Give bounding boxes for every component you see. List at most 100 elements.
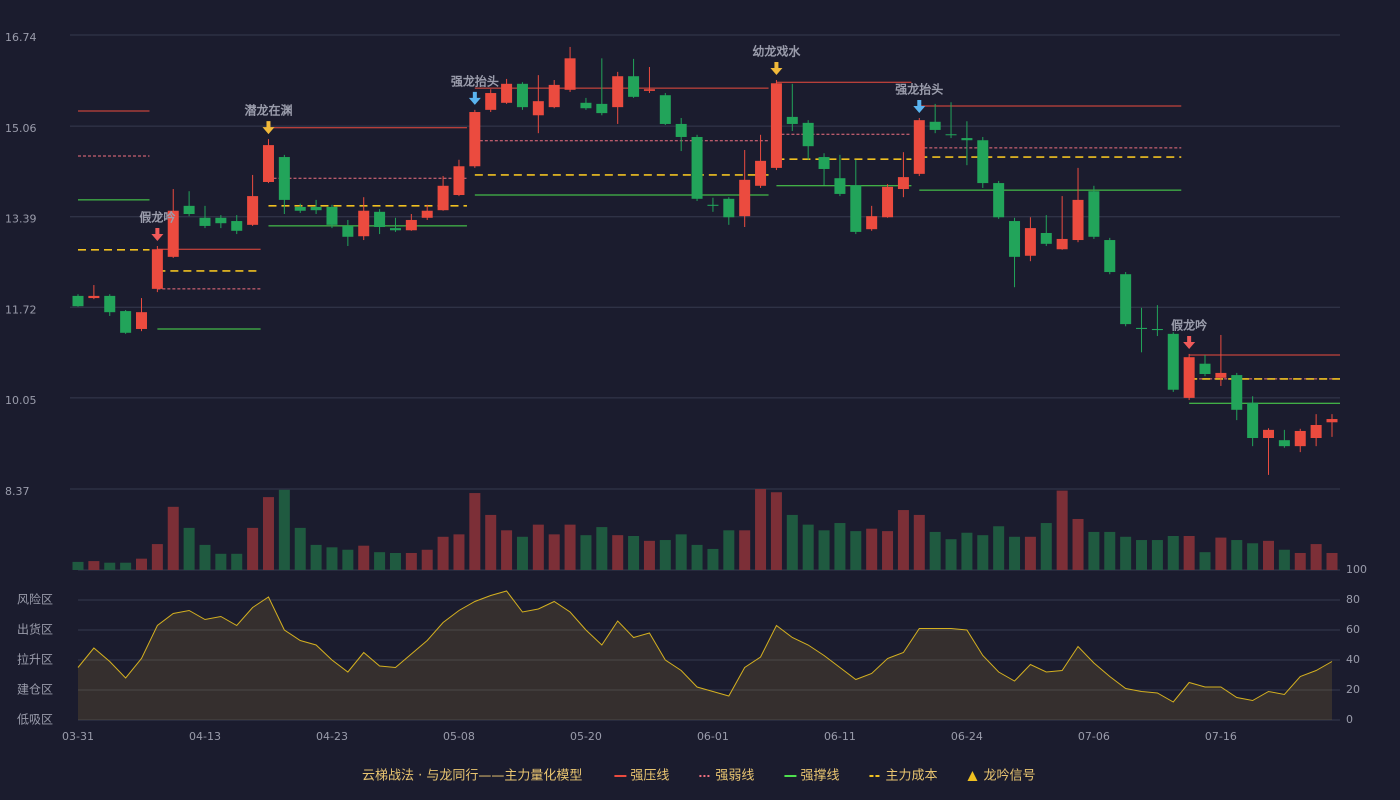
volume-bar [1009, 536, 1021, 570]
y-tick-label: 11.72 [5, 303, 37, 316]
candle-body [516, 83, 528, 108]
candle-body [628, 76, 640, 97]
x-tick-label: 06-11 [824, 730, 856, 743]
volume-bar [72, 561, 84, 570]
candle-body [342, 225, 354, 237]
x-tick-label: 04-23 [316, 730, 348, 743]
volume-bar [104, 562, 116, 570]
volume-bar [897, 510, 909, 570]
candle-body [897, 177, 909, 190]
candle-body [993, 183, 1005, 218]
candle-body [818, 157, 830, 169]
candle-body [1310, 424, 1322, 439]
volume-bar [643, 540, 655, 570]
candle-body [310, 206, 322, 211]
volume-bar [786, 514, 798, 570]
volume-bar [628, 535, 640, 570]
candle-body [437, 185, 449, 211]
candle-body [580, 102, 592, 109]
volume-bar [850, 531, 862, 570]
candle-body [1040, 232, 1052, 244]
volume-bar [485, 514, 497, 570]
legend-label: 龙吟信号 [983, 768, 1035, 784]
signal-label: 幼龙戏水 [752, 44, 801, 59]
volume-bar [120, 562, 132, 570]
volume-bar [421, 549, 433, 570]
volume-bar [294, 527, 306, 570]
legend-label: 强撑线 [800, 769, 839, 784]
volume-bar [1088, 531, 1100, 570]
candle-body [389, 228, 401, 231]
volume-bar [977, 535, 989, 570]
candle-body [326, 206, 338, 225]
volume-bar [929, 531, 941, 570]
zone-label: 拉升区 [17, 652, 53, 667]
volume-bar [612, 535, 624, 570]
indicator-tick-label: 20 [1346, 683, 1360, 696]
y-tick-label: 16.74 [5, 31, 37, 44]
x-tick-label: 05-08 [443, 730, 475, 743]
volume-bar [1199, 552, 1211, 570]
volume-bar [866, 528, 878, 570]
candle-body [596, 103, 608, 114]
volume-bar [945, 539, 957, 570]
candle-body [1104, 240, 1116, 273]
signal-arrow [770, 62, 783, 76]
indicator-tick-label: 100 [1346, 563, 1367, 576]
volume-bar [1183, 535, 1195, 570]
volume-bar [1231, 540, 1243, 570]
volume-bar [882, 531, 894, 570]
signal-arrow [151, 227, 164, 241]
volume-bar [564, 524, 576, 570]
y-tick-label: 13.39 [5, 213, 37, 226]
volume-bar [342, 549, 354, 570]
candle-body [929, 121, 941, 130]
volume-bar [1024, 536, 1036, 570]
volume-bar [247, 527, 259, 570]
volume-bar [707, 548, 719, 570]
candle-body [834, 178, 846, 194]
candle-body [961, 138, 973, 141]
volume-bar [548, 534, 560, 570]
candle-body [485, 93, 497, 110]
candle-body [199, 217, 211, 226]
volume-bar [770, 492, 782, 570]
legend-label: 主力成本 [885, 769, 937, 784]
volume-bar [659, 540, 671, 570]
candle-body [612, 76, 624, 108]
volume-bar [675, 534, 687, 570]
volume-bar [1167, 535, 1179, 570]
volume-bar [691, 544, 703, 570]
indicator-line [77, 590, 1333, 703]
x-tick-label: 06-01 [697, 730, 729, 743]
volume-bar [1056, 490, 1068, 570]
volume-bar [469, 493, 481, 570]
candle-body [675, 123, 687, 137]
candle-body [1136, 327, 1148, 329]
candle-body [802, 122, 814, 147]
volume-bar [739, 530, 751, 570]
volume-bar [723, 530, 735, 570]
signal-label: 假龙吟 [1171, 317, 1207, 332]
signal-arrow [262, 121, 275, 135]
legend-title: 云梯战法 · 与龙同行——主力量化模型 [362, 769, 582, 784]
signal-label: 潜龙在渊 [244, 103, 292, 118]
zone-label: 低吸区 [17, 713, 53, 727]
signal-label: 强龙抬头 [451, 73, 499, 88]
indicator-tick-label: 80 [1346, 593, 1360, 606]
volume-bar [1310, 544, 1322, 570]
volume-bar [755, 489, 767, 570]
volume-bar [231, 553, 243, 570]
legend-label: 强压线 [630, 769, 669, 784]
volume-bar [1040, 523, 1052, 570]
candle-body [374, 211, 386, 228]
indicator-tick-label: 40 [1346, 653, 1360, 666]
candle-body [135, 312, 147, 329]
candle-body [1024, 228, 1036, 256]
candle-body [1199, 363, 1211, 375]
signal-arrow [1183, 335, 1196, 349]
volume-bar [1326, 552, 1338, 570]
volume-bar [516, 536, 528, 570]
candle-body [739, 179, 751, 217]
candle-body [405, 219, 417, 231]
